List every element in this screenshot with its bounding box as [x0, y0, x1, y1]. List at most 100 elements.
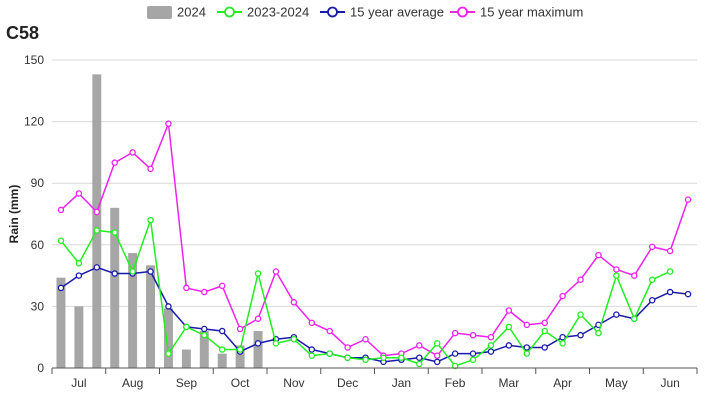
- bar: [199, 331, 209, 368]
- data-point: [344, 344, 351, 351]
- data-point: [111, 270, 118, 277]
- x-tick-label: Apr: [553, 376, 572, 390]
- data-point: [308, 319, 316, 327]
- data-point: [57, 206, 65, 214]
- data-point: [416, 342, 423, 349]
- x-tick-label: Jun: [660, 376, 679, 390]
- legend-marker: [327, 6, 338, 18]
- data-point: [433, 358, 441, 366]
- data-point: [75, 272, 83, 279]
- x-tick-label: Oct: [231, 376, 250, 390]
- data-point: [236, 325, 244, 333]
- data-point: [165, 120, 172, 127]
- data-point: [147, 268, 154, 275]
- data-point: [416, 354, 423, 361]
- line-series: [57, 120, 692, 370]
- data-point: [523, 344, 531, 351]
- data-point: [201, 288, 208, 296]
- data-point: [469, 356, 477, 364]
- data-point: [451, 329, 459, 337]
- data-point: [684, 290, 692, 298]
- data-point: [559, 340, 566, 347]
- bar: [217, 353, 227, 368]
- data-point: [272, 340, 280, 347]
- legend-label: 2024: [177, 5, 206, 20]
- data-point: [129, 149, 136, 156]
- legend-marker: [224, 6, 235, 18]
- chart-title: C58: [6, 23, 39, 43]
- bar: [56, 277, 66, 368]
- data-point: [648, 243, 656, 251]
- data-point: [183, 284, 190, 292]
- data-point: [111, 159, 118, 166]
- legend-label: 15 year average: [350, 5, 444, 20]
- bar: [128, 253, 138, 368]
- bar: [235, 345, 245, 368]
- data-point: [631, 315, 638, 322]
- data-point: [577, 311, 584, 318]
- data-point: [416, 360, 423, 368]
- series-line: [60, 122, 689, 357]
- data-point: [111, 229, 118, 236]
- data-point: [290, 336, 298, 343]
- data-point: [147, 216, 154, 224]
- data-point: [129, 268, 136, 275]
- data-point: [523, 350, 531, 357]
- data-point: [362, 356, 369, 364]
- data-point: [613, 311, 620, 318]
- data-point: [165, 350, 172, 357]
- data-point: [272, 268, 280, 275]
- legend-swatch: [147, 6, 172, 19]
- data-point: [201, 325, 208, 333]
- data-point: [505, 342, 513, 349]
- data-point: [93, 264, 101, 271]
- data-point: [236, 346, 244, 353]
- data-point: [648, 296, 656, 304]
- data-point: [666, 288, 674, 296]
- data-point: [487, 348, 495, 355]
- data-point: [75, 260, 83, 267]
- x-axis: Jul Aug Sep Oct Nov Dec Jan Feb Mar Apr May Jun: [51, 367, 698, 390]
- y-tick-label: 30: [31, 299, 45, 313]
- data-point: [559, 292, 566, 300]
- bar: [110, 207, 120, 368]
- data-point: [218, 346, 226, 353]
- data-point: [487, 342, 495, 349]
- data-point: [595, 329, 602, 337]
- data-point: [666, 247, 674, 255]
- data-point: [469, 331, 477, 339]
- data-point: [75, 190, 83, 197]
- x-tick-label: Mar: [499, 376, 520, 390]
- data-point: [451, 350, 459, 357]
- data-point: [398, 354, 405, 361]
- data-point: [541, 344, 548, 351]
- bar: [74, 306, 84, 368]
- data-point: [254, 340, 262, 347]
- data-point: [541, 327, 548, 335]
- bar-series: [56, 74, 263, 368]
- data-point: [451, 362, 459, 370]
- bar: [163, 308, 173, 368]
- bar: [253, 331, 263, 368]
- bar: [146, 265, 156, 368]
- data-point: [505, 307, 513, 314]
- y-tick-label: 60: [31, 238, 45, 252]
- data-point: [254, 315, 262, 322]
- data-point: [577, 331, 584, 339]
- data-point: [631, 272, 638, 279]
- gridlines: [52, 59, 697, 307]
- data-point: [308, 346, 316, 353]
- data-point: [218, 327, 226, 335]
- y-tick-label: 0: [37, 361, 44, 375]
- data-point: [380, 354, 387, 361]
- data-point: [577, 276, 584, 283]
- x-tick-label: Aug: [122, 376, 143, 390]
- data-point: [218, 282, 226, 290]
- data-point: [290, 299, 298, 306]
- data-point: [648, 276, 656, 283]
- data-point: [57, 237, 65, 244]
- data-point: [613, 266, 620, 273]
- data-point: [433, 352, 441, 359]
- data-point: [344, 354, 351, 361]
- series-line: [60, 266, 689, 363]
